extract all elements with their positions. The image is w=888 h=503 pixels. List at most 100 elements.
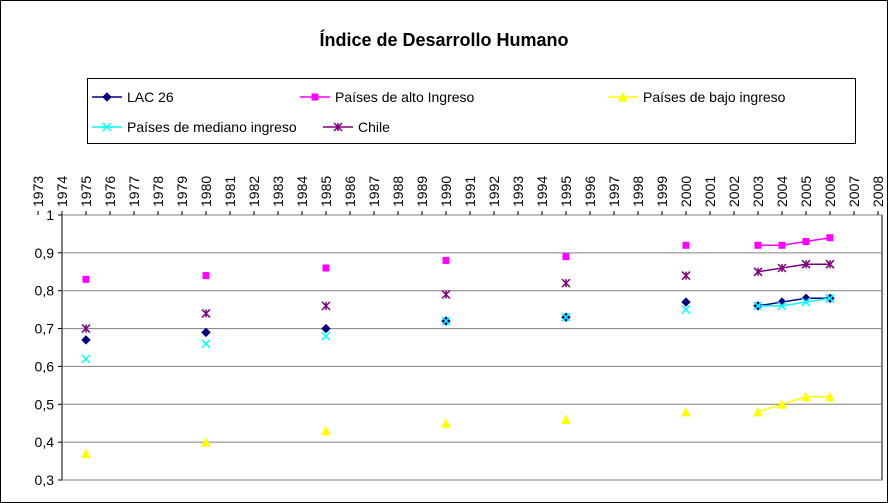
marker-shape [777, 263, 787, 273]
x-tick-label: 1975 [78, 176, 94, 207]
marker [201, 437, 211, 447]
marker [777, 399, 787, 409]
y-tick-label: 0,5 [35, 396, 55, 412]
marker-shape [102, 122, 112, 132]
x-tick-label: 2008 [870, 176, 886, 207]
marker-shape [681, 305, 691, 315]
marker [81, 448, 91, 458]
marker-shape [333, 122, 343, 132]
marker-shape [777, 301, 787, 311]
marker [778, 241, 786, 249]
marker [754, 241, 762, 249]
series-line [757, 297, 830, 307]
x-tick-label: 1998 [630, 176, 646, 207]
marker [201, 327, 211, 338]
marker-shape [102, 92, 112, 102]
marker-shape [801, 391, 811, 402]
marker-shape [201, 339, 211, 349]
marker-shape [81, 354, 91, 364]
x-tick-label: 1976 [102, 176, 118, 207]
legend-label: Países de alto Ingreso [335, 89, 475, 105]
marker [777, 301, 787, 311]
marker [333, 122, 343, 132]
chart-title: Índice de Desarrollo Humano [319, 29, 568, 50]
marker-shape [825, 391, 835, 402]
marker [801, 259, 811, 269]
x-tick-label: 1990 [438, 176, 454, 207]
x-tick-label: 1983 [270, 176, 286, 207]
marker [801, 297, 811, 307]
marker-shape [321, 323, 331, 334]
marker-shape [441, 289, 451, 300]
marker [681, 271, 691, 281]
marker-shape [801, 259, 811, 269]
marker [321, 301, 331, 311]
legend-label: Países de mediano ingreso [127, 119, 297, 135]
x-tick-label: 2005 [798, 176, 814, 207]
marker [102, 92, 112, 102]
marker-shape [202, 272, 210, 280]
marker-shape [311, 93, 319, 101]
marker [802, 238, 810, 245]
marker-shape [442, 256, 450, 264]
x-tick-label: 1979 [174, 176, 190, 207]
marker [201, 308, 211, 318]
x-tick-label: 2002 [726, 176, 742, 207]
x-tick-label: 1995 [558, 176, 574, 207]
marker [825, 391, 835, 402]
marker-shape [801, 297, 811, 307]
marker [201, 339, 211, 349]
marker [561, 312, 571, 322]
marker [322, 264, 330, 272]
marker-shape [825, 259, 835, 269]
x-tick-label: 1986 [342, 176, 358, 207]
marker [562, 253, 570, 261]
x-tick-label: 1985 [318, 176, 334, 207]
x-tick-label: 2006 [822, 176, 838, 207]
marker [561, 414, 571, 424]
x-tick-label: 2004 [774, 176, 790, 207]
x-tick-label: 1984 [294, 176, 310, 207]
marker [801, 391, 811, 402]
marker-shape [441, 316, 451, 326]
y-tick-label: 0,6 [35, 358, 55, 374]
x-tick-label: 2000 [678, 176, 694, 207]
marker [321, 323, 331, 334]
marker [618, 91, 628, 102]
legend-label: Países de bajo ingreso [643, 89, 786, 105]
marker [753, 301, 763, 311]
series-line [757, 395, 830, 413]
marker [102, 122, 112, 132]
marker [681, 297, 691, 307]
marker-shape [682, 241, 690, 249]
x-tick-label: 1989 [414, 176, 430, 207]
marker [202, 272, 210, 280]
series-line [757, 263, 830, 273]
y-tick-label: 0,9 [35, 245, 55, 261]
marker-shape [778, 241, 786, 249]
marker-shape [826, 234, 834, 242]
x-tick-label: 1981 [222, 176, 238, 207]
legend-label: LAC 26 [127, 89, 174, 105]
x-tick-label: 1978 [150, 176, 166, 207]
marker-shape [81, 335, 91, 345]
marker-shape [561, 278, 571, 288]
marker-shape [681, 406, 691, 417]
marker-shape [321, 301, 331, 311]
marker-shape [802, 238, 810, 245]
marker [681, 305, 691, 315]
marker-shape [82, 275, 90, 283]
marker-shape [681, 271, 691, 281]
marker [321, 425, 331, 436]
marker [681, 406, 691, 417]
marker-shape [201, 327, 211, 338]
y-tick-label: 0,8 [35, 283, 55, 299]
x-tick-label: 1991 [462, 176, 478, 207]
y-tick-label: 0,3 [35, 472, 55, 488]
marker-shape [618, 91, 628, 102]
marker [777, 263, 787, 273]
marker [81, 354, 91, 364]
marker [442, 256, 450, 264]
marker [825, 293, 835, 303]
